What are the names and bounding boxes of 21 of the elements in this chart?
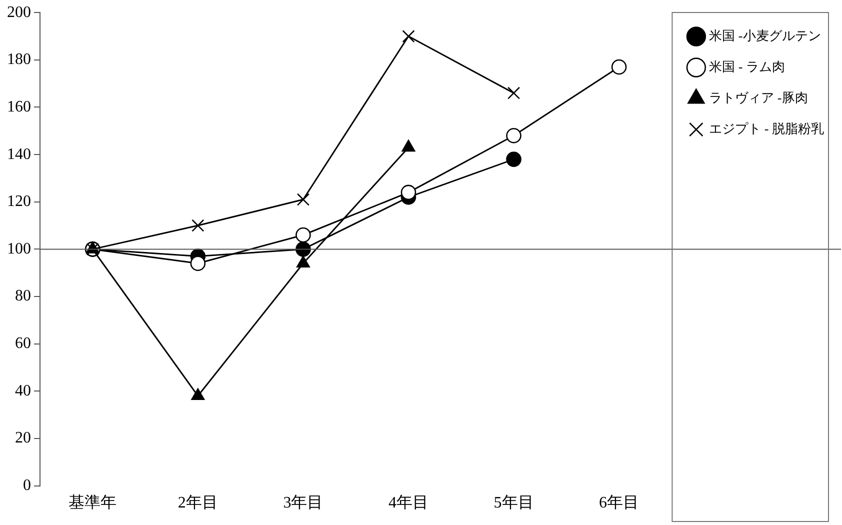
y-tick-label: 60 [15, 335, 31, 352]
x-tick-label: 6年目 [599, 494, 640, 512]
y-tick-label: 0 [23, 477, 31, 494]
y-tick-label: 120 [7, 193, 31, 210]
legend-label: エジプト - 脱脂粉乳 [709, 120, 824, 136]
y-tick-label: 100 [7, 240, 31, 258]
x-tick-label: 4年目 [388, 494, 428, 512]
legend-label: 米国 -小麦グルテン [709, 28, 821, 43]
y-tick-label: 20 [15, 430, 31, 447]
x-tick-label: 2年目 [178, 494, 218, 512]
y-tick-label: 140 [7, 146, 31, 163]
y-tick-label: 80 [15, 288, 31, 305]
y-tick-label: 160 [7, 98, 31, 116]
y-tick-label: 40 [15, 382, 31, 400]
x-tick-label: 3年目 [283, 494, 324, 512]
legend-label: ラトヴィア -豚肉 [709, 90, 808, 105]
x-tick-label: 5年目 [494, 494, 534, 512]
y-tick-label: 200 [7, 4, 31, 21]
y-tick-label: 180 [7, 51, 31, 68]
legend-label: 米国 - ラム肉 [709, 58, 786, 74]
x-tick-label: 基準年 [68, 494, 117, 512]
